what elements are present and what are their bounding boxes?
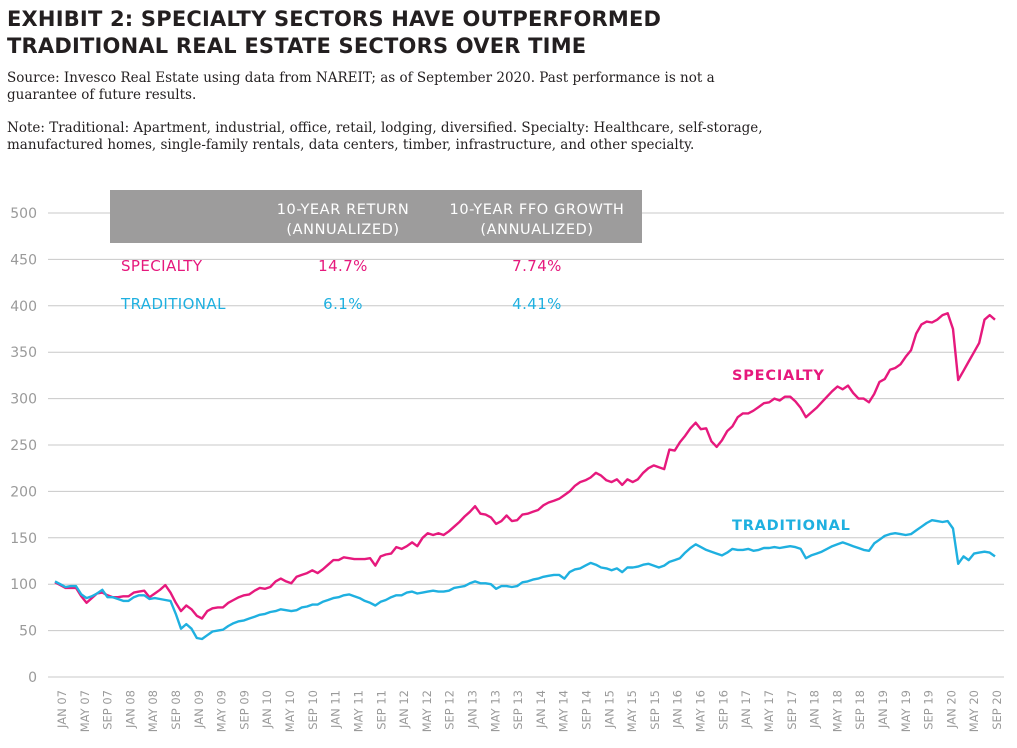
x-tick-label: MAY 17 <box>762 690 776 732</box>
x-tick-label: JAN 07 <box>55 690 69 729</box>
x-tick-label: JAN 16 <box>671 690 685 729</box>
x-tick-label: JAN 17 <box>739 690 753 729</box>
x-tick-label: JAN 18 <box>808 690 822 729</box>
specialty-series-label: SPECIALTY <box>732 368 825 384</box>
x-tick-label: JAN 08 <box>123 690 137 729</box>
y-tick-label: 200 <box>10 484 37 500</box>
x-tick-label: SEP 07 <box>101 690 115 730</box>
table-row-specialty-ffo: 7.74% <box>512 257 562 275</box>
x-tick-label: JAN 15 <box>602 690 616 729</box>
x-tick-label: MAY 18 <box>830 690 844 732</box>
x-tick-label: SEP 20 <box>990 690 1004 730</box>
note-line-2: manufactured homes, single-family rental… <box>7 137 695 153</box>
series-lines <box>54 312 996 641</box>
x-tick-label: JAN 20 <box>944 690 958 729</box>
series-line-specialty <box>54 312 996 620</box>
table-col1-header-line1: 10-YEAR RETURN <box>277 202 410 218</box>
x-tick-label: SEP 09 <box>237 690 251 730</box>
x-tick-label: SEP 10 <box>306 690 320 730</box>
series-line-traditional <box>54 519 996 641</box>
x-tick-label: SEP 08 <box>169 690 183 730</box>
x-tick-label: SEP 13 <box>511 690 525 730</box>
x-axis-labels: JAN 07 MAY 07 SEP 07 JAN 08 MAY 08 SEP 08 JAN … <box>55 690 1004 732</box>
title-line-2: TRADITIONAL REAL ESTATE SECTORS OVER TIM… <box>7 34 587 58</box>
source-line-1: Source: Invesco Real Estate using data f… <box>7 70 715 86</box>
x-tick-label: MAY 19 <box>899 690 913 732</box>
source-line-2: guarantee of future results. <box>7 87 197 103</box>
y-tick-label: 500 <box>10 206 37 222</box>
x-tick-label: SEP 11 <box>374 690 388 730</box>
x-tick-label: MAY 11 <box>351 690 365 732</box>
chart-title: EXHIBIT 2: SPECIALTY SECTORS HAVE OUTPER… <box>7 6 661 60</box>
x-tick-label: SEP 14 <box>580 690 594 730</box>
x-tick-label: SEP 15 <box>648 690 662 730</box>
table-row-traditional-return: 6.1% <box>323 295 363 313</box>
x-tick-label: MAY 12 <box>420 690 434 732</box>
x-tick-label: JAN 09 <box>192 690 206 729</box>
table-header-background <box>110 190 642 243</box>
x-tick-label: JAN 10 <box>260 690 274 729</box>
table-row-specialty-return: 14.7% <box>318 257 368 275</box>
x-tick-label: SEP 18 <box>853 690 867 730</box>
y-axis-labels: 0 50 100 150 200 250 300 350 400 450 500 <box>10 206 37 686</box>
y-tick-label: 400 <box>10 299 37 315</box>
y-tick-label: 450 <box>10 252 37 268</box>
gridlines <box>48 212 1004 678</box>
x-tick-label: JAN 14 <box>534 690 548 729</box>
sector-note: Note: Traditional: Apartment, industrial… <box>7 120 997 154</box>
x-tick-label: MAY 08 <box>146 690 160 732</box>
x-tick-label: SEP 12 <box>443 690 457 730</box>
x-tick-label: JAN 13 <box>465 690 479 729</box>
y-tick-label: 300 <box>10 392 37 408</box>
summary-table: 10-YEAR RETURN (ANNUALIZED) 10-YEAR FFO … <box>110 190 642 313</box>
x-tick-label: MAY 15 <box>625 690 639 732</box>
x-tick-label: MAY 13 <box>488 690 502 732</box>
traditional-series-label: TRADITIONAL <box>732 518 851 534</box>
y-tick-label: 250 <box>10 438 37 454</box>
title-line-1: EXHIBIT 2: SPECIALTY SECTORS HAVE OUTPER… <box>7 7 662 31</box>
table-col2-header-line2: (ANNUALIZED) <box>480 222 593 238</box>
table-col1-header-line2: (ANNUALIZED) <box>286 222 399 238</box>
x-tick-label: MAY 09 <box>215 690 229 732</box>
x-tick-label: JAN 11 <box>329 690 343 729</box>
x-tick-label: MAY 16 <box>694 690 708 732</box>
x-tick-label: JAN 19 <box>876 690 890 729</box>
y-tick-label: 150 <box>10 531 37 547</box>
x-tick-label: SEP 19 <box>922 690 936 730</box>
x-tick-label: SEP 16 <box>716 690 730 730</box>
table-row-specialty-name: SPECIALTY <box>121 257 203 275</box>
x-tick-label: JAN 12 <box>397 690 411 729</box>
y-tick-label: 350 <box>10 345 37 361</box>
y-tick-label: 0 <box>28 670 37 686</box>
note-line-1: Note: Traditional: Apartment, industrial… <box>7 120 763 136</box>
y-tick-label: 100 <box>10 577 37 593</box>
x-tick-label: MAY 14 <box>557 690 571 732</box>
x-tick-label: SEP 17 <box>785 690 799 730</box>
y-tick-label: 50 <box>19 624 37 640</box>
x-tick-label: MAY 07 <box>78 690 92 732</box>
x-tick-label: MAY 20 <box>967 690 981 732</box>
source-note: Source: Invesco Real Estate using data f… <box>7 70 997 104</box>
table-row-traditional-ffo: 4.41% <box>512 295 562 313</box>
x-tick-label: MAY 10 <box>283 690 297 732</box>
table-row-traditional-name: TRADITIONAL <box>120 295 226 313</box>
table-col2-header-line1: 10-YEAR FFO GROWTH <box>450 202 625 218</box>
